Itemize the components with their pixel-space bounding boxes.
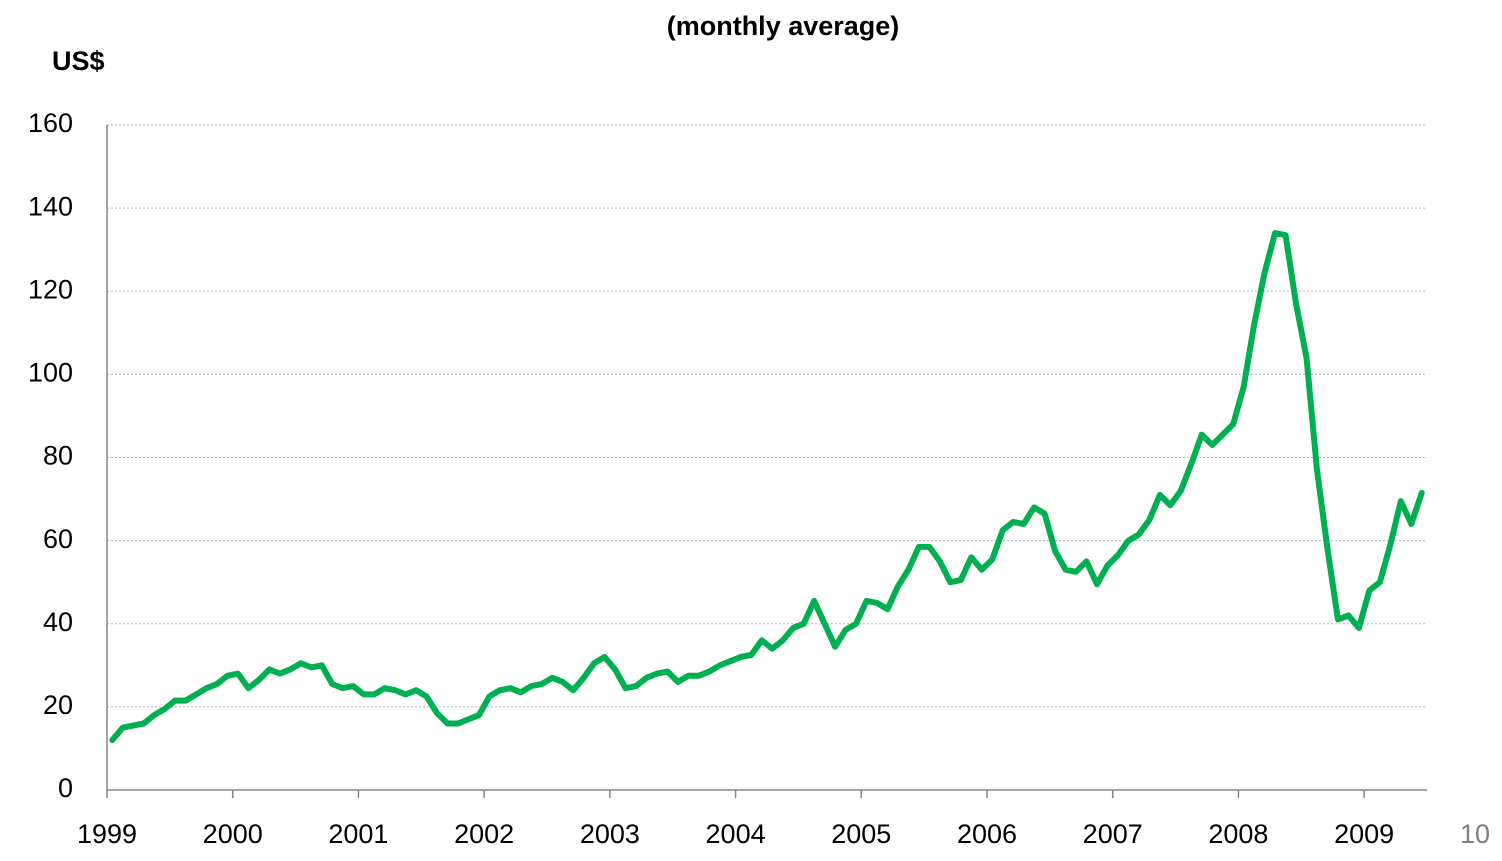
x-tick-label: 2001 [328, 819, 388, 849]
x-tick-label: 2007 [1083, 819, 1143, 849]
x-tick-label: 2005 [831, 819, 891, 849]
y-tick-label: 80 [43, 441, 73, 471]
y-tick-label: 20 [43, 690, 73, 720]
y-tick-label: 120 [28, 274, 73, 304]
x-tick-label: 1999 [77, 819, 137, 849]
y-tick-label: 140 [28, 191, 73, 221]
x-tick-label: 2009 [1334, 819, 1394, 849]
price-line [109, 230, 1425, 744]
y-tick-label: 60 [43, 524, 73, 554]
chart-title: (monthly average) [667, 11, 900, 41]
y-tick-label: 100 [28, 358, 73, 388]
page-number: 10 [1460, 819, 1490, 849]
x-tick-label: 2000 [203, 819, 263, 849]
x-tick-label: 2004 [706, 819, 766, 849]
x-tick-label: 2006 [957, 819, 1017, 849]
x-tick-label: 2008 [1208, 819, 1268, 849]
y-tick-label: 0 [58, 773, 73, 803]
x-tick-label: 2003 [580, 819, 640, 849]
y-tick-label: 40 [43, 607, 73, 637]
y-axis-label: US$ [52, 46, 105, 76]
y-tick-label: 160 [28, 108, 73, 138]
x-tick-label: 2002 [454, 819, 514, 849]
